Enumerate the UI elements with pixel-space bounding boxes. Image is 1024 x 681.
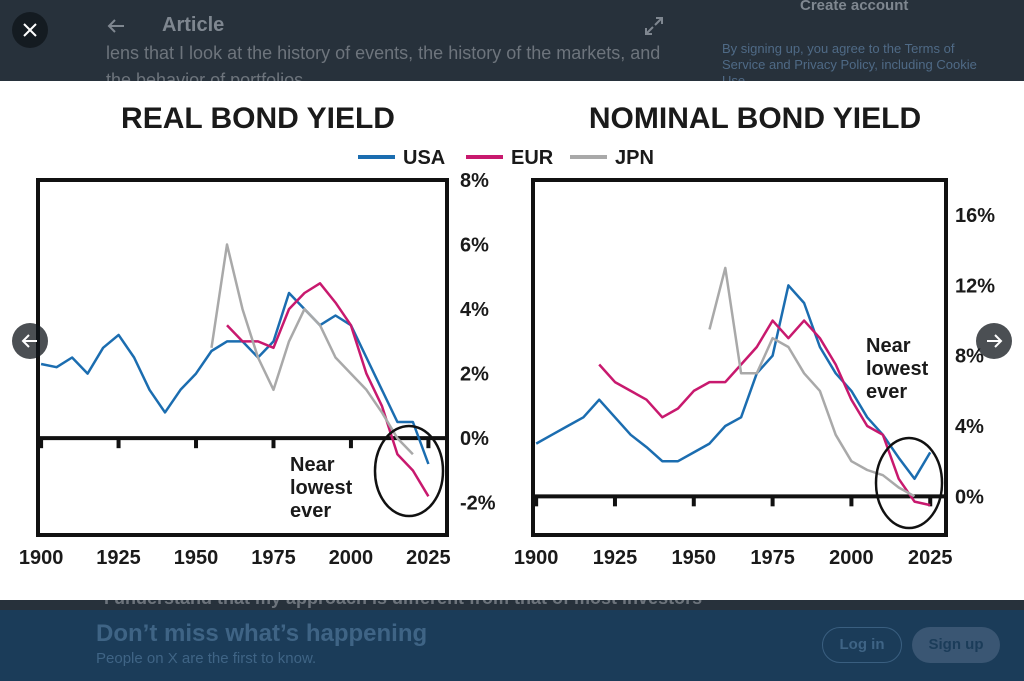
x-tick-label: 2025 xyxy=(406,547,451,569)
x-tick-label: 1925 xyxy=(593,547,638,569)
y-tick-label: 6% xyxy=(460,235,489,257)
series-line xyxy=(210,243,414,456)
next-button[interactable] xyxy=(976,323,1012,359)
expand-icon[interactable] xyxy=(644,16,664,36)
annotation: Near xyxy=(290,454,335,476)
image-panel xyxy=(0,81,1024,600)
series-line xyxy=(226,282,430,497)
annotation: lowest xyxy=(290,477,353,499)
signup-banner xyxy=(0,610,1024,681)
x-tick-label: 2000 xyxy=(829,547,874,569)
x-tick-label: 1900 xyxy=(514,547,559,569)
y-tick-label: 12% xyxy=(955,275,995,297)
banner-title: Don’t miss what’s happening xyxy=(96,620,428,647)
annotation: ever xyxy=(866,381,907,403)
body-line: lens that I look at the history of event… xyxy=(106,43,661,63)
legend-label: JPN xyxy=(615,147,654,169)
plot-frame xyxy=(531,178,948,537)
highlight-ellipse xyxy=(373,424,445,518)
y-tick-label: 8% xyxy=(955,346,984,368)
y-tick-label: -2% xyxy=(460,493,496,515)
sidebar-text: By signing up, you agree to the Terms of… xyxy=(722,41,977,88)
x-tick-label: 1950 xyxy=(672,547,717,569)
login-button[interactable]: Log in xyxy=(822,627,902,663)
banner-subtitle: People on X are the first to know. xyxy=(96,650,317,667)
x-tick-label: 1900 xyxy=(19,547,64,569)
close-icon xyxy=(23,23,37,37)
close-button[interactable] xyxy=(12,12,48,48)
next-icon xyxy=(987,334,1003,348)
x-tick-label: 1975 xyxy=(251,547,296,569)
y-tick-label: 8% xyxy=(460,170,489,192)
plot-frame xyxy=(36,178,449,537)
x-tick-label: 1950 xyxy=(174,547,219,569)
x-tick-label: 1925 xyxy=(96,547,141,569)
y-tick-label: 0% xyxy=(955,486,984,508)
series-line xyxy=(708,266,916,498)
legend-label: EUR xyxy=(511,147,554,169)
sidebar-title: Create account xyxy=(800,0,909,14)
previous-icon xyxy=(21,334,37,348)
x-tick-label: 1975 xyxy=(750,547,795,569)
series-line xyxy=(535,284,932,481)
back-icon[interactable] xyxy=(104,16,128,36)
x-tick-label: 2000 xyxy=(329,547,374,569)
annotation: lowest xyxy=(866,358,929,380)
annotation: Near xyxy=(866,335,911,357)
chart-title: NOMINAL BOND YIELD xyxy=(589,102,921,135)
y-tick-label: 0% xyxy=(460,428,489,450)
chart-title: REAL BOND YIELD xyxy=(121,102,395,135)
header-title: Article xyxy=(162,14,225,36)
y-tick-label: 16% xyxy=(955,205,995,227)
legend-label: USA xyxy=(403,147,445,169)
annotation: ever xyxy=(290,500,331,522)
series-line xyxy=(598,319,931,507)
series-line xyxy=(40,291,430,465)
y-tick-label: 2% xyxy=(460,364,489,386)
y-tick-label: 4% xyxy=(460,299,489,321)
x-tick-label: 2025 xyxy=(908,547,953,569)
y-tick-label: 4% xyxy=(955,416,984,438)
previous-button[interactable] xyxy=(12,323,48,359)
signup-button[interactable]: Sign up xyxy=(912,627,1000,663)
highlight-ellipse xyxy=(874,436,944,530)
